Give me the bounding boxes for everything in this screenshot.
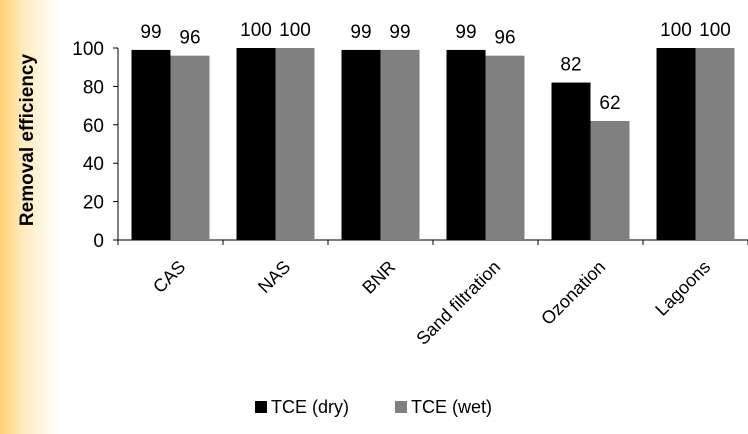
y-tick-label: 100 — [72, 39, 104, 60]
left-edge-glow — [0, 0, 60, 434]
legend-label: TCE (dry) — [271, 397, 349, 417]
data-label: 62 — [599, 93, 620, 114]
bar — [485, 55, 525, 241]
category-label: Lagoons — [651, 257, 714, 320]
data-label: 100 — [660, 20, 692, 41]
data-label: 100 — [699, 20, 731, 41]
y-tick-label: 40 — [83, 154, 104, 175]
legend-swatch — [255, 401, 267, 413]
category-label: Ozonation — [537, 257, 609, 329]
category-label: NAS — [254, 257, 294, 297]
data-label: 96 — [179, 28, 200, 49]
y-axis-label: Removal efficiency — [17, 54, 38, 227]
data-label: 100 — [240, 20, 272, 41]
bar — [131, 49, 171, 240]
bar — [446, 49, 486, 240]
bar — [380, 49, 420, 240]
data-label: 100 — [279, 20, 311, 41]
category-label: Sand filtration — [412, 257, 504, 349]
legend-label: TCE (wet) — [411, 397, 492, 417]
bar — [341, 49, 381, 240]
y-tick-label: 20 — [83, 193, 104, 214]
y-tick-label: 60 — [83, 116, 104, 137]
bar — [170, 55, 210, 241]
y-tick-label: 80 — [83, 77, 104, 98]
data-label: 99 — [140, 22, 161, 43]
bar — [590, 120, 630, 240]
bar — [551, 82, 591, 240]
category-label: CAS — [149, 257, 189, 297]
data-label: 99 — [350, 22, 371, 43]
data-label: 99 — [455, 22, 476, 43]
bar — [695, 48, 735, 240]
bar — [656, 48, 696, 240]
y-tick-label: 0 — [93, 231, 104, 252]
data-label: 96 — [494, 28, 515, 49]
bar — [275, 48, 315, 240]
data-label: 82 — [560, 55, 581, 76]
data-label: 99 — [389, 22, 410, 43]
legend-swatch — [395, 401, 407, 413]
bar — [236, 48, 276, 240]
category-label: BNR — [358, 257, 399, 298]
